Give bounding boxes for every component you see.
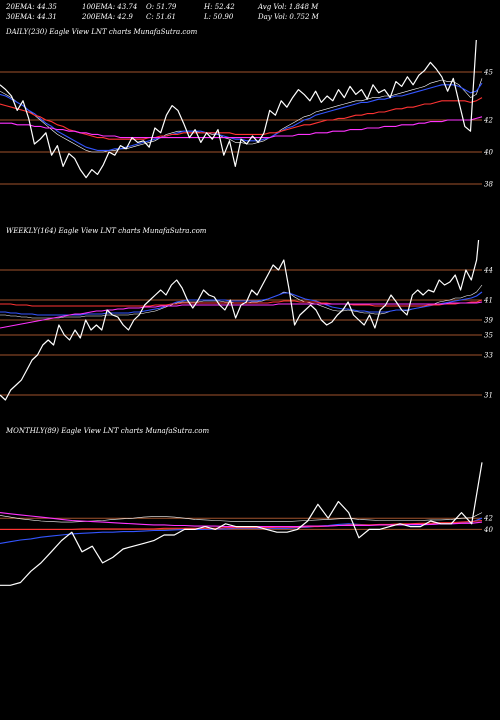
daily-tick-label-3: 38 [484, 181, 493, 189]
daily-tick-label-2: 40 [483, 149, 493, 157]
monthly-price-line-0 [0, 462, 483, 586]
monthly-tick-label-1: 40 [483, 526, 493, 534]
daily-tick-label-1: 42 [483, 117, 493, 125]
daily-chart: 45 42 40 38 [0, 40, 493, 189]
daily-ema-line-1 [0, 78, 483, 153]
header-close: C: 51.61 [146, 13, 176, 21]
monthly-panel-label: MONTHLY(89) Eagle View LNT charts Munafa… [6, 427, 210, 435]
header-20ema: 20EMA: 44.35 [6, 3, 57, 11]
weekly-tick-label-2: 39 [484, 317, 493, 325]
header-open: O: 51.79 [146, 3, 177, 11]
header-100ema: 100EMA: 43.74 [82, 3, 138, 11]
header-30ema: 30EMA: 44.31 [6, 13, 57, 21]
weekly-tick-label-3: 35 [484, 332, 493, 340]
daily-panel-label: DAILY(230) Eagle View LNT charts MunafaS… [6, 28, 198, 36]
weekly-tick-label-5: 31 [484, 392, 493, 400]
weekly-price-line-0 [0, 240, 480, 401]
monthly-ema-line-1 [0, 512, 483, 523]
monthly-tick-label-0: 42 [483, 515, 493, 523]
header-day-vol: Day Vol: 0.752 M [258, 13, 319, 21]
header-high: H: 52.42 [204, 3, 235, 11]
monthly-ema-line-4 [0, 512, 483, 528]
daily-price-line-0 [0, 40, 477, 179]
daily-ema-line-4 [0, 116, 483, 139]
weekly-chart: 44 41 39 35 33 31 [0, 240, 493, 401]
header-low: L: 50.90 [204, 13, 234, 21]
daily-tick-label-0: 45 [483, 69, 493, 77]
weekly-ema-line-3 [0, 299, 483, 307]
weekly-tick-label-1: 41 [483, 297, 493, 305]
weekly-panel-label: WEEKLY(164) Eagle View LNT charts Munafa… [6, 227, 207, 235]
header-avg-vol: Avg Vol: 1.848 M [258, 3, 319, 11]
daily-ema-line-3 [0, 97, 483, 140]
header-200ema: 200EMA: 42.9 [82, 13, 133, 21]
weekly-tick-label-0: 44 [483, 267, 493, 275]
weekly-tick-label-4: 33 [484, 352, 493, 360]
